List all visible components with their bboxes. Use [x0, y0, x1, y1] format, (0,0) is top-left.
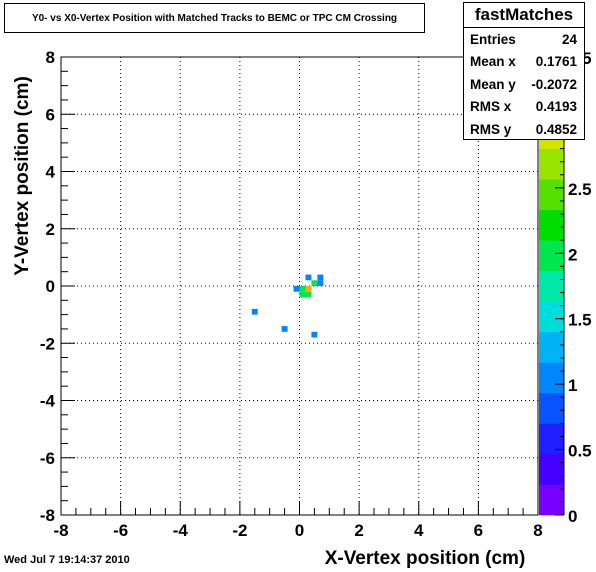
palette-band [539, 392, 564, 424]
y-tick-label: 6 [46, 105, 55, 124]
stats-row-rms-y: RMS y 0.4852 [464, 118, 584, 141]
stats-label: Mean x [470, 54, 516, 70]
z-tick-label: 1 [568, 376, 577, 395]
x-tick-label: 6 [474, 521, 483, 540]
y-tick-label: 0 [46, 277, 55, 296]
palette-band [539, 240, 564, 272]
z-tick-label: 2 [568, 245, 577, 264]
stats-box: fastMatches Entries 24 Mean x 0.1761 Mea… [463, 2, 585, 140]
stats-row-mean-y: Mean y -0.2072 [464, 73, 584, 96]
z-tick-label: 0 [568, 507, 577, 526]
stats-value: 0.4193 [535, 99, 577, 115]
palette-band [539, 331, 564, 363]
heatmap-cell [311, 331, 318, 338]
x-axis: -8 -6 -4 -2 0 2 4 6 8 [53, 501, 543, 540]
palette-band [539, 362, 564, 394]
stats-value: 24 [561, 31, 577, 47]
y-tick-label: -2 [40, 334, 55, 353]
z-tick-label: 1.5 [568, 311, 592, 330]
y-tick-label: -4 [40, 392, 56, 411]
palette-band [539, 453, 564, 485]
y-tick-label: 2 [46, 220, 55, 239]
palette-band [539, 270, 564, 302]
y-tick-label: -8 [40, 506, 55, 525]
heatmap-cell [317, 280, 324, 286]
palette-band [539, 148, 564, 180]
z-tick-label: 2.5 [568, 180, 592, 199]
y-tick-label: -6 [40, 449, 55, 468]
x-tick-label: 0 [295, 521, 304, 540]
stats-label: RMS x [470, 99, 512, 115]
stats-label: Mean y [470, 76, 516, 92]
y-tick-label: 4 [46, 163, 56, 182]
y-tick-label: 8 [46, 48, 55, 67]
palette-band [539, 209, 564, 241]
chart-title-box: Y0- vs X0-Vertex Position with Matched T… [4, 3, 425, 33]
x-axis-label: X-Vertex position (cm) [325, 548, 526, 569]
palette-band [539, 179, 564, 210]
y-axis: -8 -6 -4 -2 0 2 4 6 8 [40, 48, 75, 525]
stats-row-entries: Entries 24 [464, 28, 584, 51]
heatmap-cell [251, 308, 258, 315]
stats-row-rms-x: RMS x 0.4193 [464, 96, 584, 119]
heatmap-cell [293, 286, 300, 292]
heatmap-cell [281, 326, 288, 332]
stats-value: 0.4852 [535, 121, 577, 137]
stats-label: Entries [470, 31, 516, 47]
heatmap-cell [299, 286, 306, 292]
palette-band [539, 484, 564, 516]
heatmap-cell [317, 274, 324, 281]
chart-title: Y0- vs X0-Vertex Position with Matched T… [31, 12, 398, 24]
x-tick-label: -4 [173, 521, 189, 540]
x-tick-label: -6 [113, 521, 128, 540]
heatmap-cell [305, 274, 312, 281]
x-tick-label: -8 [53, 521, 68, 540]
y-axis-label: Y-Vertex position (cm) [12, 76, 33, 276]
palette-band [539, 301, 564, 333]
stats-row-mean-x: Mean x 0.1761 [464, 51, 584, 74]
heatmap-cell [305, 286, 312, 292]
stats-name: fastMatches [464, 3, 584, 28]
z-tick-label: 0.5 [568, 442, 592, 461]
stats-value: -0.2072 [531, 76, 577, 92]
stats-label: RMS y [470, 121, 512, 137]
heatmap-cell [311, 280, 318, 286]
x-tick-label: 2 [354, 521, 363, 540]
timestamp: Wed Jul 7 19:14:37 2010 [4, 554, 130, 566]
data-cells [251, 274, 324, 338]
x-tick-label: -2 [232, 521, 247, 540]
heatmap-cell [299, 291, 306, 298]
x-tick-label: 4 [414, 521, 424, 540]
heatmap-cell [305, 291, 312, 298]
x-tick-label: 8 [533, 521, 542, 540]
stats-value: 0.1761 [535, 54, 577, 70]
